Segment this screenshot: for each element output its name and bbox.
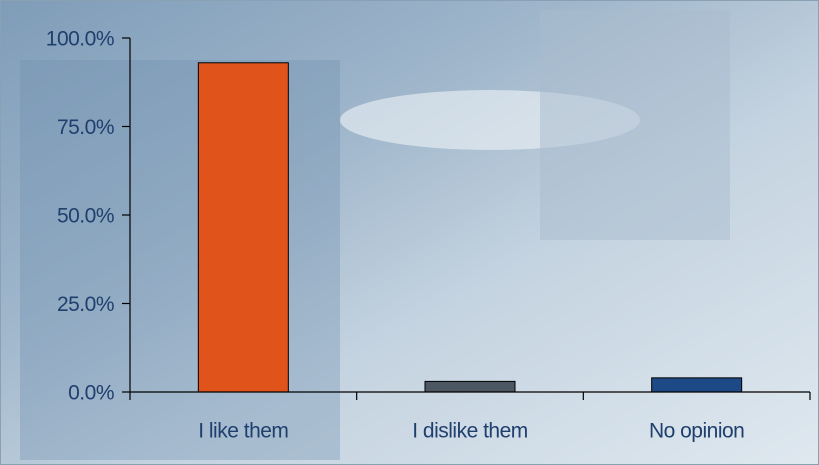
x-tick-label: I dislike them xyxy=(412,420,528,443)
x-tick-label: No opinion xyxy=(649,420,744,443)
bar xyxy=(424,380,516,393)
y-tick-label: 0.0% xyxy=(68,382,114,405)
x-tick-label: I like them xyxy=(198,420,288,443)
bar xyxy=(651,377,743,393)
bar xyxy=(197,62,289,393)
y-tick-label: 100.0% xyxy=(46,28,114,51)
background-building xyxy=(540,10,730,240)
y-tick-label: 50.0% xyxy=(57,205,114,228)
y-tick-label: 25.0% xyxy=(57,293,114,316)
y-tick-label: 75.0% xyxy=(57,116,114,139)
